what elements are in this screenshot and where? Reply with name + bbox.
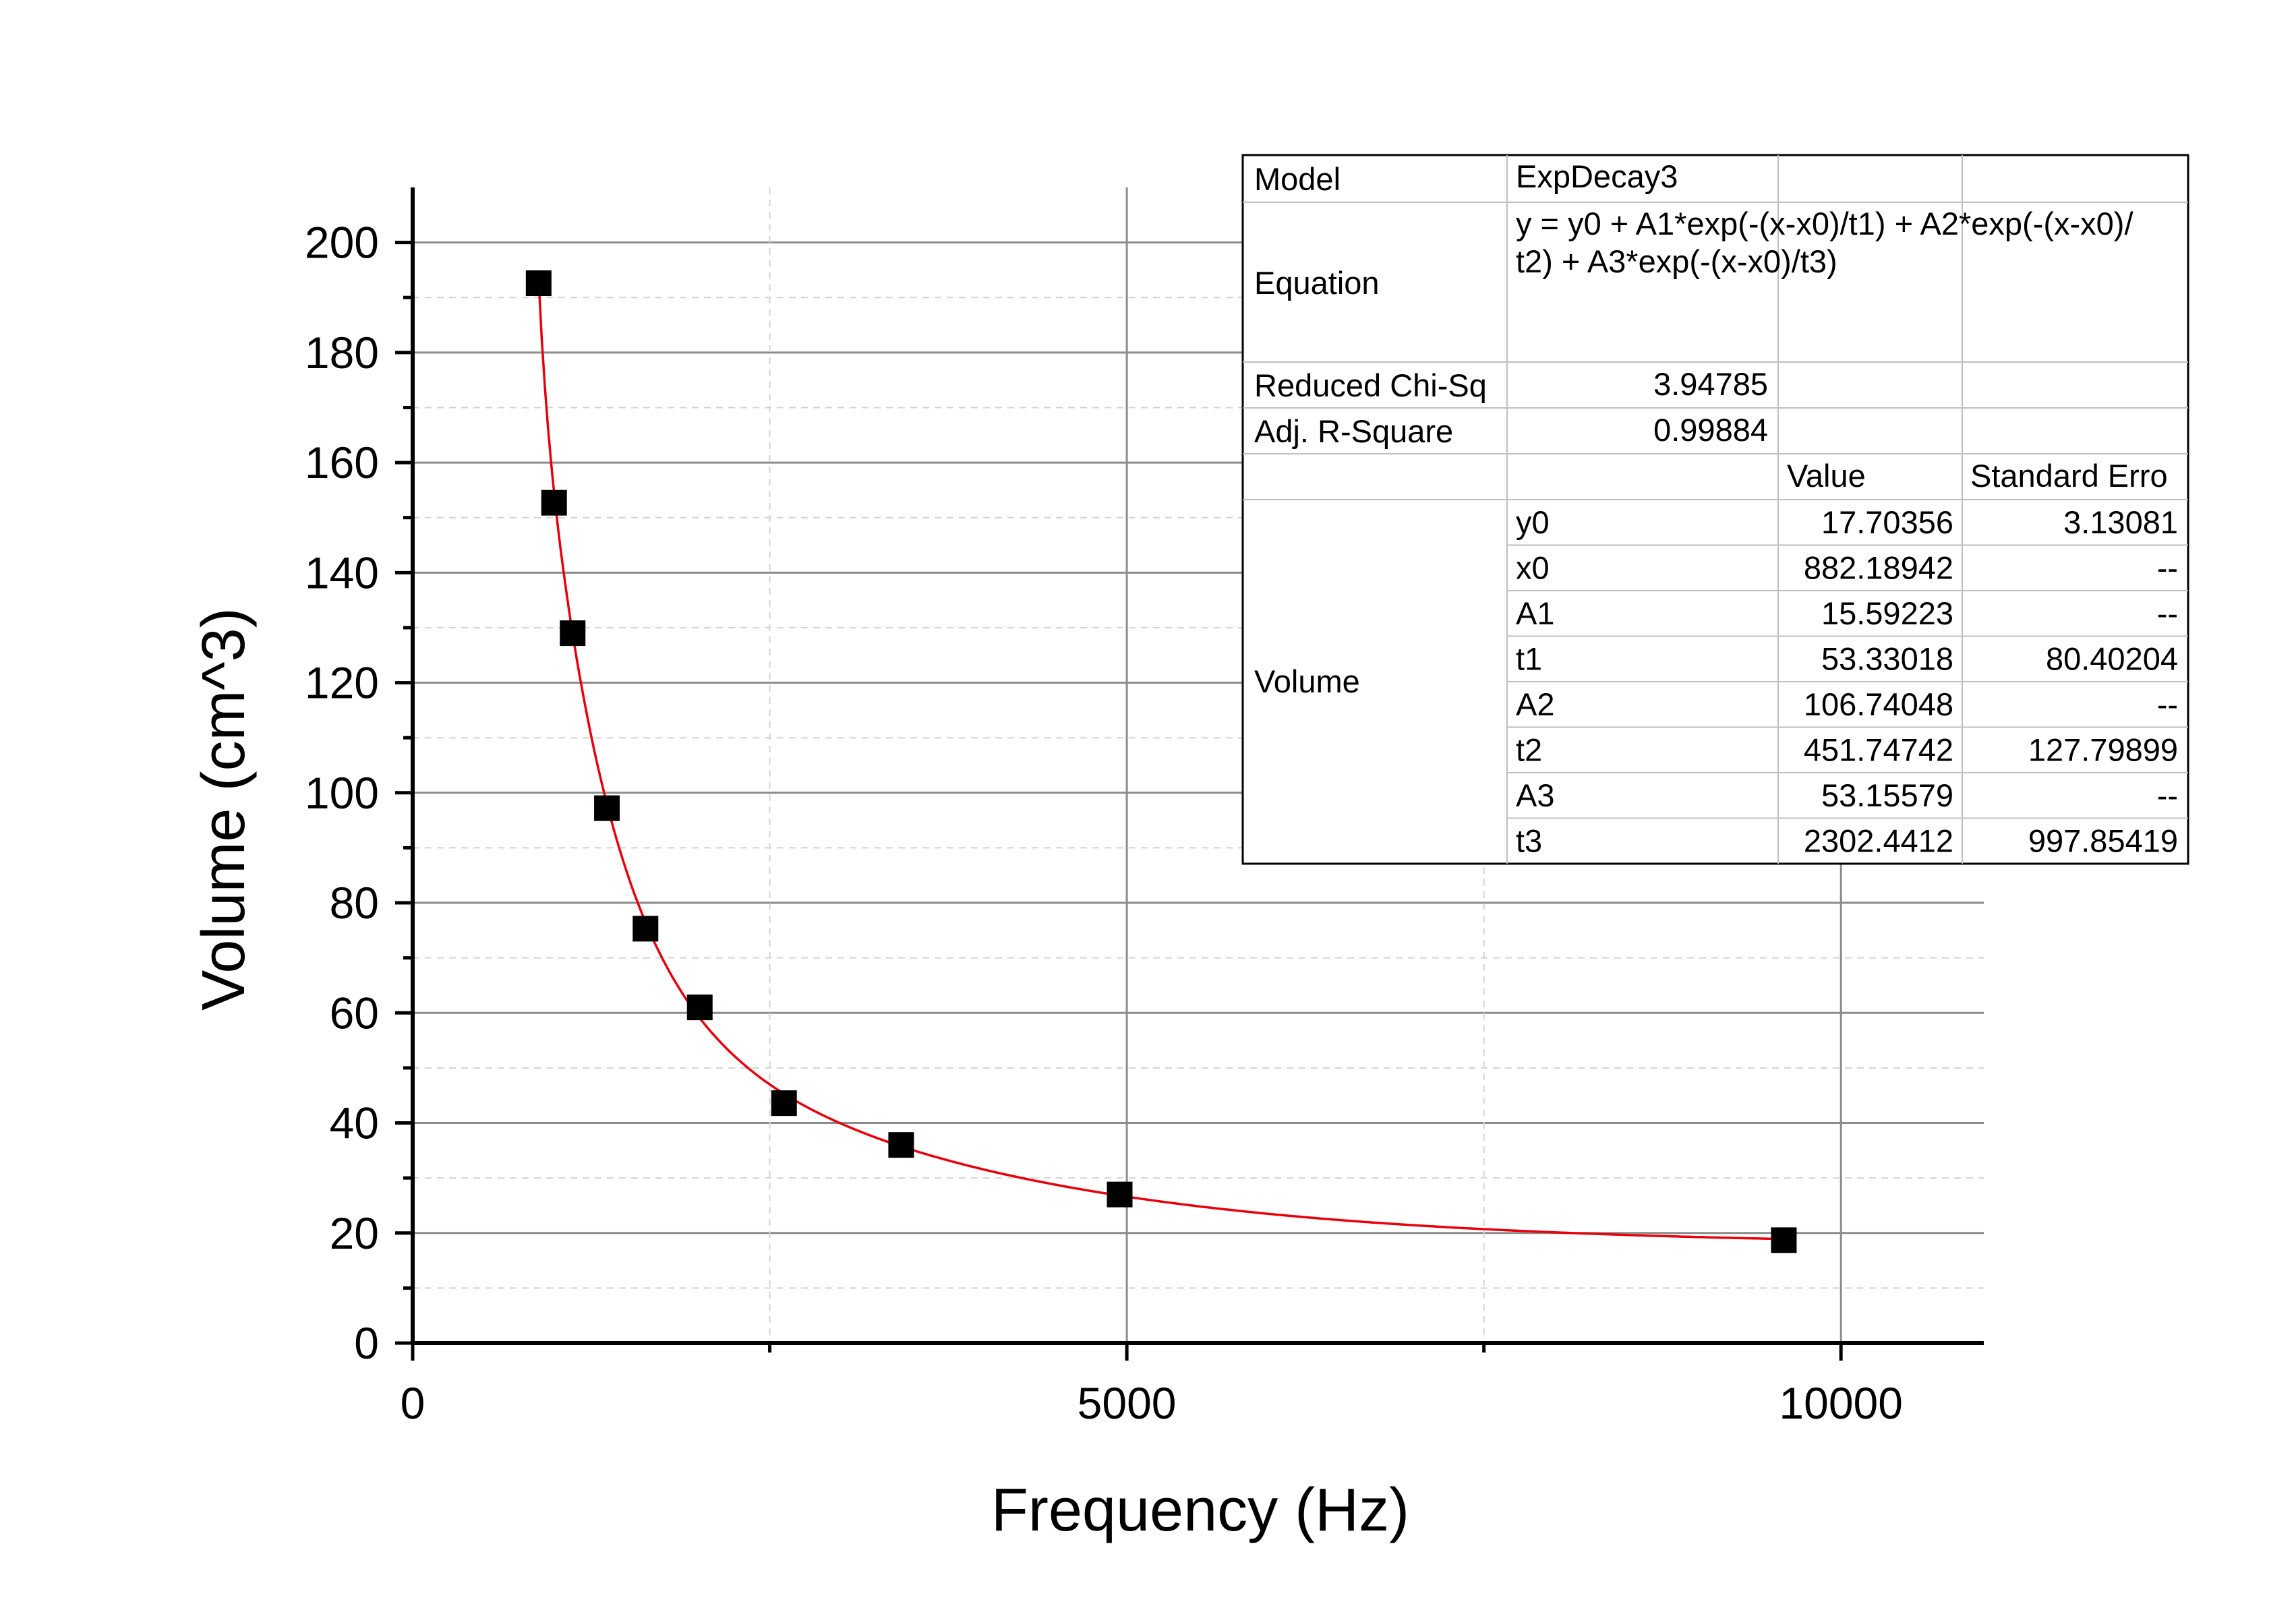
ticks: 0 20 40 60 80 100 120 140 160 180 200 0 5000 10000: [305, 218, 1903, 1428]
param-value: 15.59223: [1821, 595, 1953, 631]
table-label-model: Model: [1254, 161, 1341, 197]
data-point: [560, 620, 586, 647]
y-tick-label: 60: [330, 988, 379, 1038]
param-value: 2302.4412: [1804, 823, 1953, 859]
y-tick-label: 200: [305, 218, 379, 268]
y-tick-label: 80: [330, 878, 379, 928]
table-label-r2: Adj. R-Square: [1254, 413, 1453, 449]
data-point: [771, 1090, 797, 1117]
param-value: 17.70356: [1821, 504, 1953, 540]
data-point: [1107, 1181, 1133, 1208]
data-point: [1771, 1227, 1797, 1253]
y-tick-label: 100: [305, 768, 379, 818]
y-tick-label: 20: [330, 1208, 379, 1258]
table-value-equation: y = y0 + A1*exp(-(x-x0)/t1) + A2*exp(-(x…: [1516, 206, 2133, 241]
param-error: --: [2157, 550, 2178, 586]
param-value: 53.33018: [1821, 641, 1953, 677]
param-name: y0: [1516, 504, 1550, 540]
table-value-chisq: 3.94785: [1653, 366, 1768, 402]
data-point: [525, 270, 552, 297]
x-axis-title: Frequency (Hz): [991, 1477, 1409, 1544]
y-tick-label: 120: [305, 658, 379, 708]
y-tick-label: 40: [330, 1098, 379, 1148]
param-error: --: [2157, 777, 2178, 813]
y-axis-title: Volume (cm^3): [190, 607, 258, 1010]
param-name: x0: [1516, 550, 1550, 586]
fit-curve-group: [537, 279, 1784, 1241]
param-error: 127.79899: [2028, 732, 2178, 768]
param-error: 3.13081: [2063, 504, 2178, 540]
x-tick-label: 0: [401, 1378, 425, 1428]
data-point: [632, 916, 659, 942]
table-value-equation-cont: t2) + A3*exp(-(x-x0)/t3): [1516, 243, 1837, 279]
y-tick-label: 0: [354, 1318, 379, 1368]
param-value: 106.74048: [1804, 686, 1953, 722]
param-value: 53.15579: [1821, 777, 1953, 813]
data-point: [541, 489, 567, 516]
fit-results-table: Model ExpDecay3 Equation y = y0 + A1*exp(-(…: [1241, 154, 2189, 865]
param-name: A3: [1516, 777, 1555, 813]
param-name: A2: [1516, 686, 1555, 722]
axes: [411, 187, 1984, 1345]
param-error: --: [2157, 686, 2178, 722]
data-points: [525, 270, 1797, 1253]
data-point: [686, 994, 713, 1021]
table-value-model: ExpDecay3: [1516, 158, 1678, 194]
data-point: [888, 1132, 914, 1158]
table-value-r2: 0.99884: [1653, 412, 1768, 448]
fit-curve: [537, 279, 1784, 1241]
param-error: 997.85419: [2028, 823, 2178, 859]
fit-table-frame: [1241, 154, 2189, 865]
table-header-error: Standard Erro: [1970, 458, 2168, 494]
param-error: 80.40204: [2046, 641, 2178, 677]
x-tick-label: 10000: [1779, 1378, 1903, 1428]
param-name: A1: [1516, 595, 1555, 631]
y-tick-label: 140: [305, 547, 379, 597]
param-error: --: [2157, 595, 2178, 631]
table-label-equation: Equation: [1254, 265, 1380, 301]
y-tick-label: 160: [305, 438, 379, 487]
table-group-label: Volume: [1254, 663, 1360, 699]
table-label-chisq: Reduced Chi-Sq: [1254, 367, 1487, 403]
param-name: t3: [1516, 823, 1542, 859]
param-value: 882.18942: [1804, 550, 1953, 586]
data-point: [594, 795, 620, 821]
y-tick-label: 180: [305, 328, 379, 378]
param-name: t1: [1516, 641, 1542, 677]
param-value: 451.74742: [1804, 732, 1953, 768]
table-header-value: Value: [1787, 458, 1866, 494]
param-name: t2: [1516, 732, 1542, 768]
x-tick-label: 5000: [1078, 1378, 1177, 1428]
